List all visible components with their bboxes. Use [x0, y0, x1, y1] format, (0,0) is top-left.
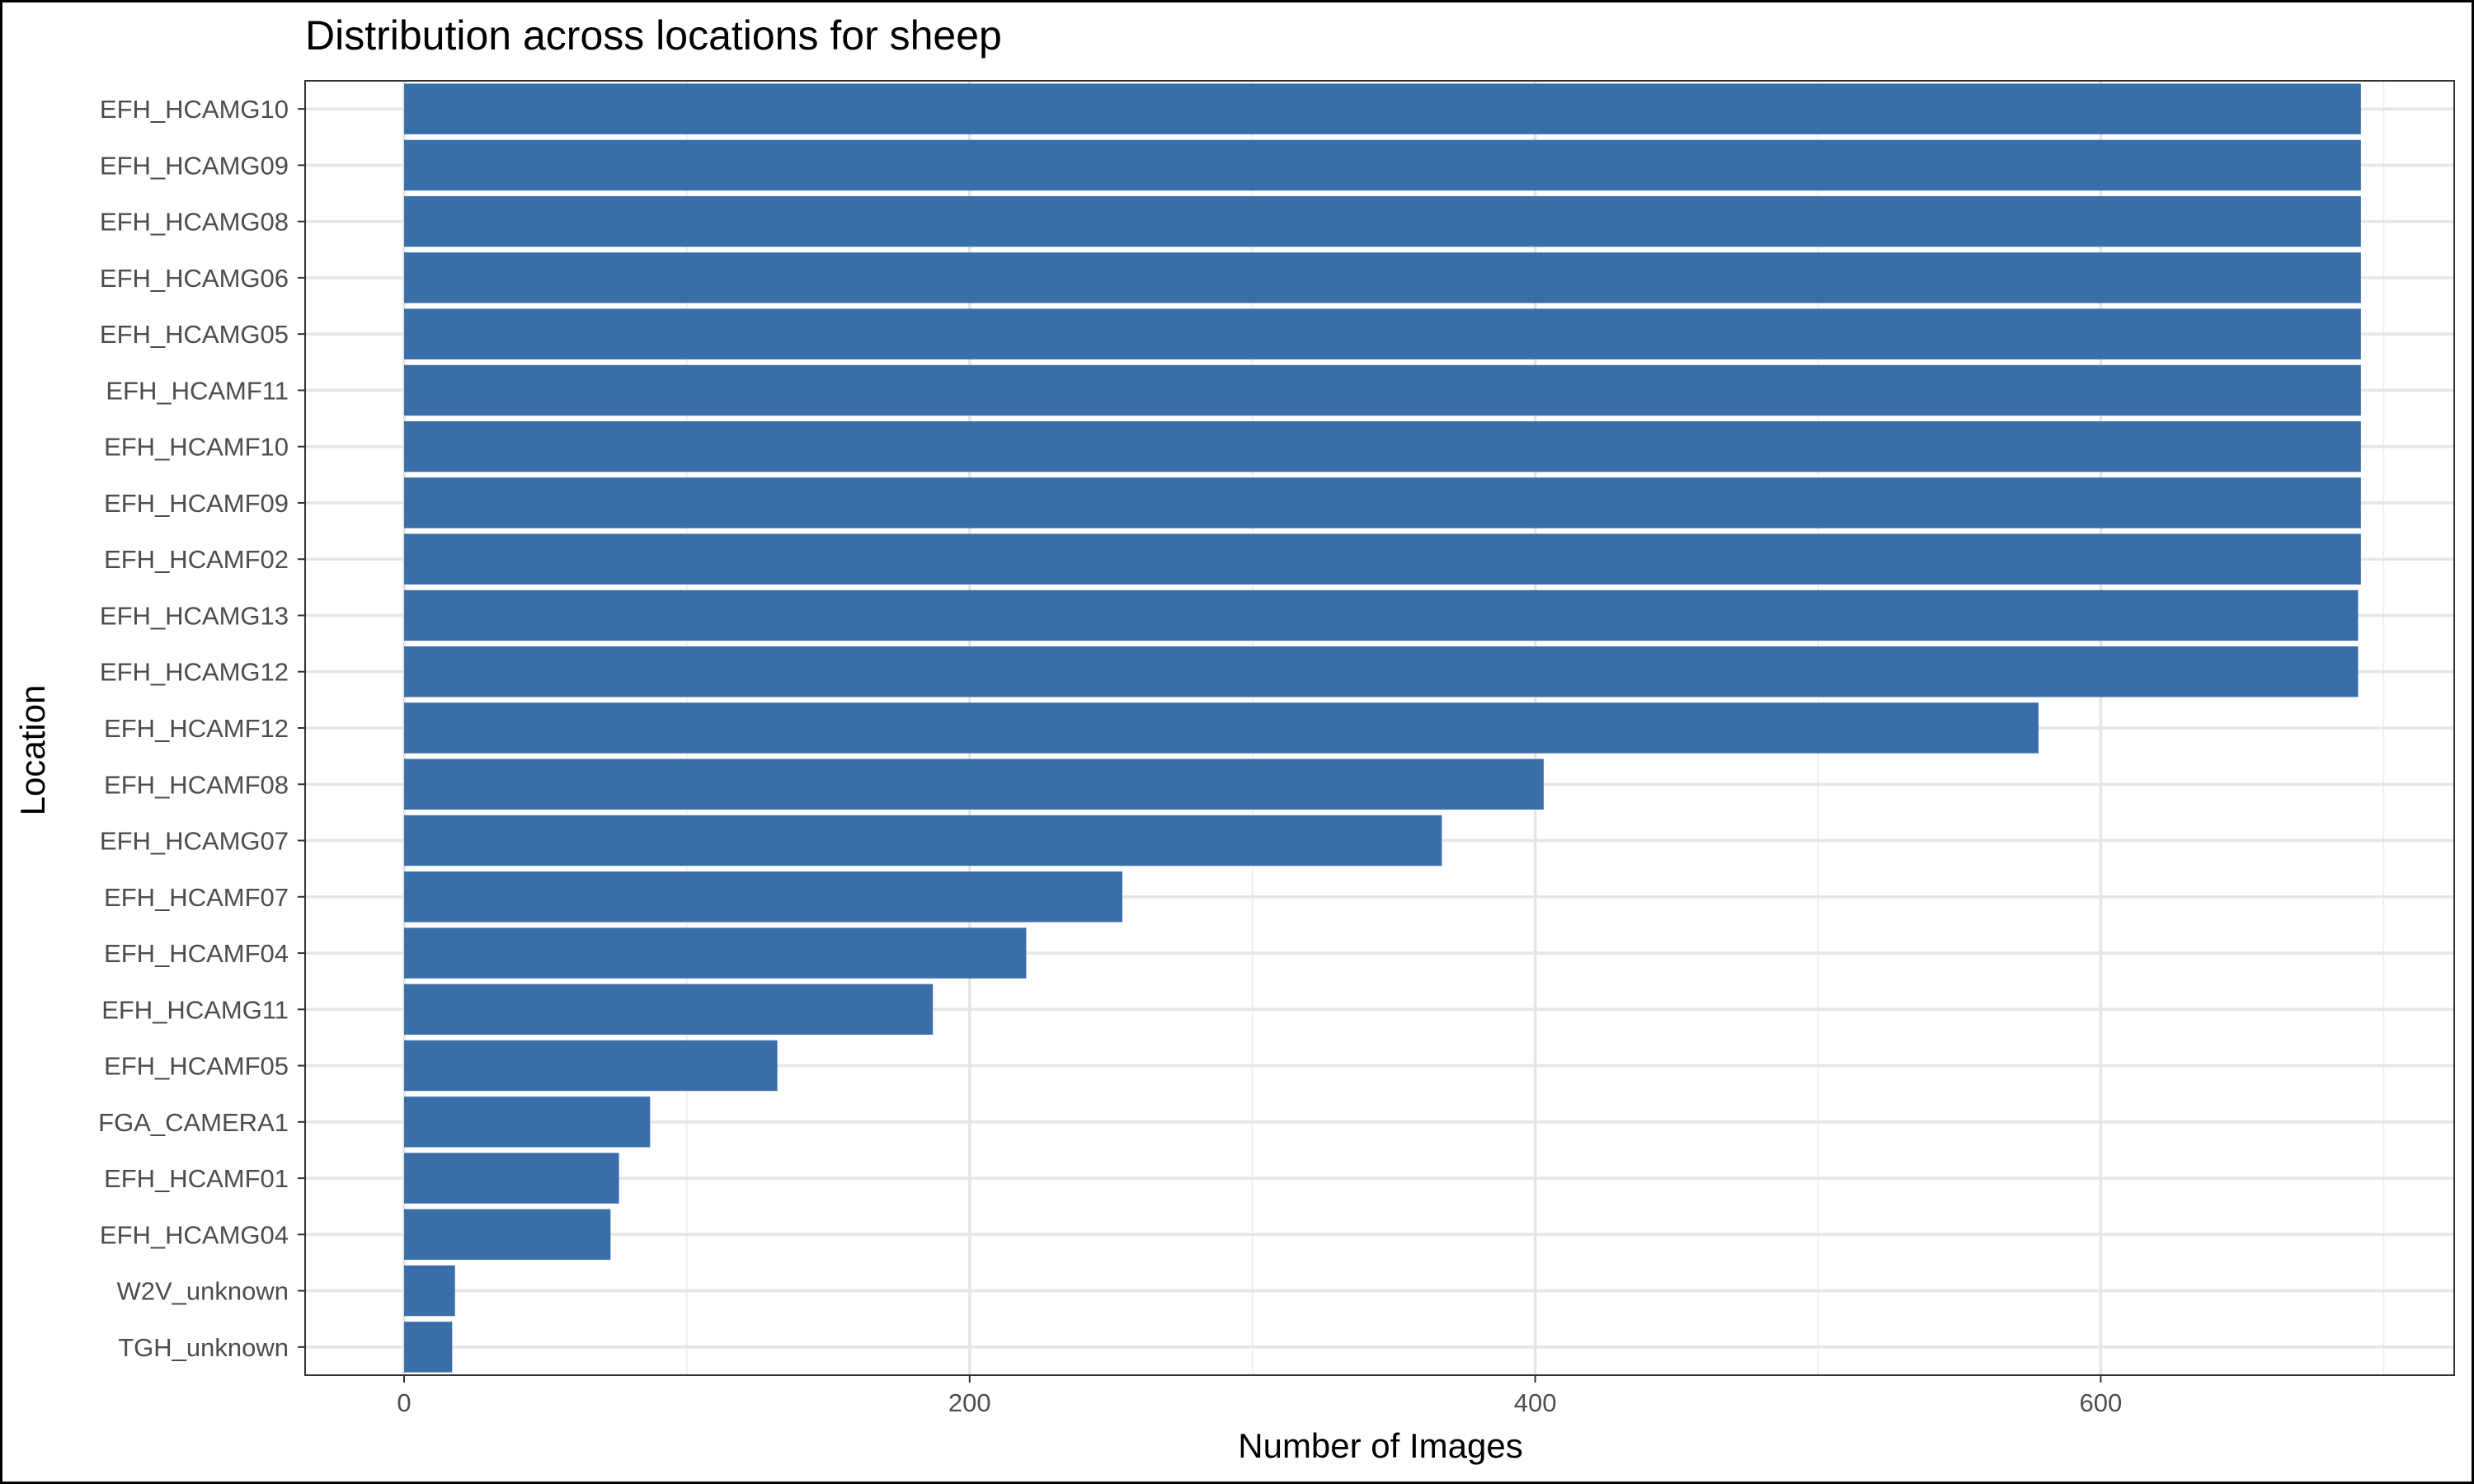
bar	[404, 195, 2361, 247]
y-tick-label: FGA_CAMERA1	[98, 1108, 289, 1137]
y-tick-label: EFH_HCAMG06	[100, 264, 289, 293]
y-tick-label: EFH_HCAMG10	[100, 95, 289, 124]
bar	[404, 83, 2361, 134]
y-tick-label: EFH_HCAMG13	[100, 601, 289, 630]
x-axis-ticks: 0 200 400 600	[397, 1375, 2122, 1417]
bar	[404, 420, 2361, 472]
y-axis-title: Location	[13, 685, 52, 816]
bar	[404, 1097, 651, 1148]
x-tick-label: 400	[1514, 1388, 1557, 1417]
y-tick-label: EFH_HCAMF11	[106, 376, 289, 405]
x-tick-label: 200	[948, 1388, 991, 1417]
y-tick-label: EFH_HCAMF01	[104, 1164, 289, 1193]
y-tick-label: EFH_HCAMF04	[104, 939, 289, 968]
x-tick-label: 0	[397, 1388, 411, 1417]
y-tick-label: EFH_HCAMF07	[104, 883, 289, 912]
y-tick-label: W2V_unknown	[116, 1277, 289, 1306]
y-tick-label: EFH_HCAMF12	[104, 714, 289, 743]
bar	[404, 815, 1442, 866]
y-tick-label: EFH_HCAMG08	[100, 208, 289, 237]
y-tick-label: EFH_HCAMG09	[100, 151, 289, 180]
x-axis-title: Number of Images	[1238, 1426, 1522, 1465]
chart-title: Distribution across locations for sheep	[305, 12, 1002, 59]
bar	[404, 1153, 619, 1204]
x-tick-label: 600	[2080, 1388, 2123, 1417]
y-tick-label: EFH_HCAMF09	[104, 489, 289, 518]
bar	[404, 1265, 455, 1317]
y-axis-ticks: EFH_HCAMG10 EFH_HCAMG09 EFH_HCAMG08 EFH_HCA…	[98, 95, 305, 1362]
bar	[404, 139, 2361, 191]
bar	[404, 364, 2361, 416]
bar	[404, 758, 1544, 810]
bar	[404, 871, 1122, 923]
y-tick-label: EFH_HCAMG11	[101, 995, 289, 1024]
y-tick-label: EFH_HCAMF10	[104, 433, 289, 462]
y-tick-label: EFH_HCAMG07	[100, 827, 289, 856]
bar	[404, 533, 2361, 585]
y-tick-label: TGH_unknown	[118, 1333, 289, 1362]
bar	[404, 702, 2039, 754]
bars	[404, 83, 2361, 1373]
y-tick-label: EFH_HCAMG12	[100, 658, 289, 687]
y-tick-label: EFH_HCAMG05	[100, 320, 289, 349]
bar	[404, 1209, 611, 1261]
bar	[404, 984, 934, 1036]
bar	[404, 646, 2359, 697]
y-tick-label: EFH_HCAMG04	[100, 1220, 289, 1249]
y-tick-label: EFH_HCAMF05	[104, 1052, 289, 1081]
bar	[404, 477, 2361, 528]
y-tick-label: EFH_HCAMF08	[104, 770, 289, 799]
bar	[404, 1322, 453, 1373]
y-tick-label: EFH_HCAMF02	[104, 545, 289, 574]
bar	[404, 252, 2361, 303]
bar	[404, 589, 2359, 641]
bar	[404, 308, 2361, 359]
bar	[404, 928, 1027, 979]
bar	[404, 1040, 778, 1092]
